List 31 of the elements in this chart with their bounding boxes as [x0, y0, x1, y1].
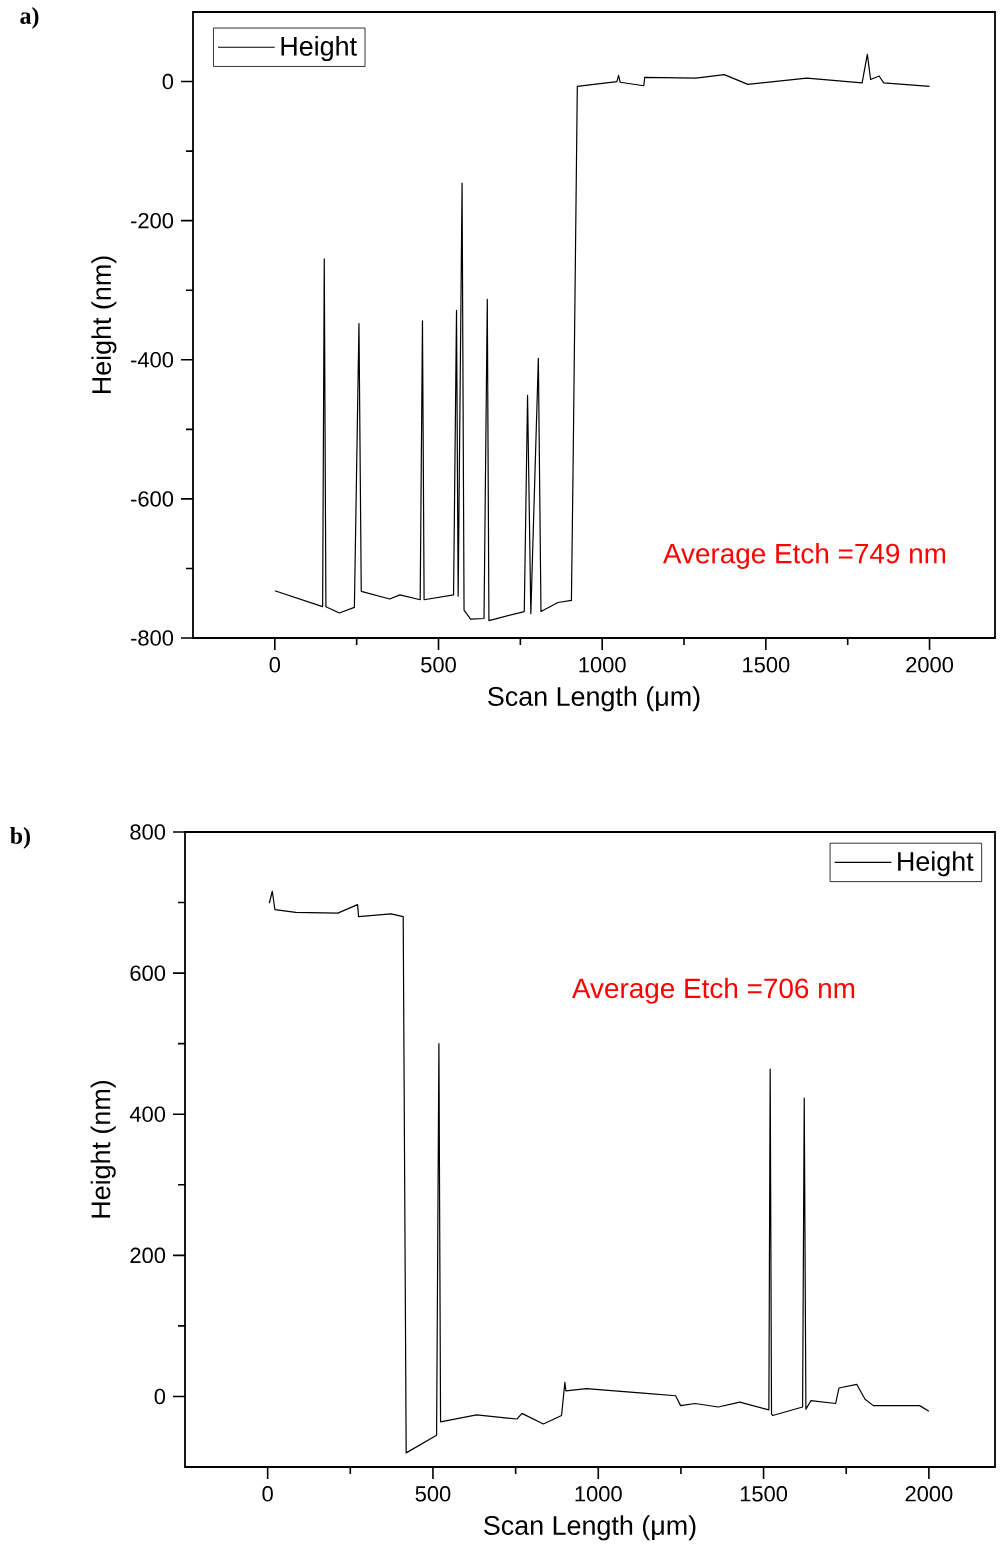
x-tick-label: 1500 [740, 1486, 788, 1502]
legend-label: Height [898, 851, 974, 877]
x-tick-label: 500 [421, 657, 456, 673]
y-tick-label: 200 [130, 1247, 166, 1264]
chart-title: b) [10, 827, 30, 849]
y-tick-label: 800 [130, 824, 166, 840]
x-tick-label: 0 [262, 1486, 273, 1502]
x-tick-label: 1000 [579, 657, 626, 673]
y-tick-label: 0 [154, 1388, 166, 1405]
y-axis-title: Height (nm) [91, 256, 117, 394]
x-tick-label: 1000 [575, 1486, 622, 1502]
x-tick-label: 0 [269, 657, 281, 673]
line-series [268, 890, 930, 1454]
y-axis-title: Height (nm) [90, 1080, 116, 1218]
y-tick-label: -200 [131, 212, 174, 229]
x-tick-label: 1500 [743, 657, 790, 673]
y-tick-label: -800 [131, 630, 174, 646]
chart-title: a) [20, 7, 39, 29]
y-tick-label: -400 [131, 352, 174, 368]
y-tick-label: 0 [162, 73, 174, 90]
x-axis-title: Scan Length (μm) [484, 1515, 696, 1541]
x-tick-label: 500 [415, 1486, 451, 1502]
y-tick-label: -600 [131, 491, 174, 507]
y-tick-label: 400 [129, 1106, 166, 1122]
x-axis-title: Scan Length (μm) [488, 686, 700, 712]
legend-label: Height [281, 36, 357, 62]
x-tick-label: 2000 [906, 657, 954, 673]
annotation: Average Etch =706 nm [571, 977, 855, 1004]
y-tick-label: 600 [130, 965, 166, 981]
annotation: Average Etch =749 nm [662, 542, 946, 569]
x-tick-label: 2000 [905, 1486, 953, 1502]
